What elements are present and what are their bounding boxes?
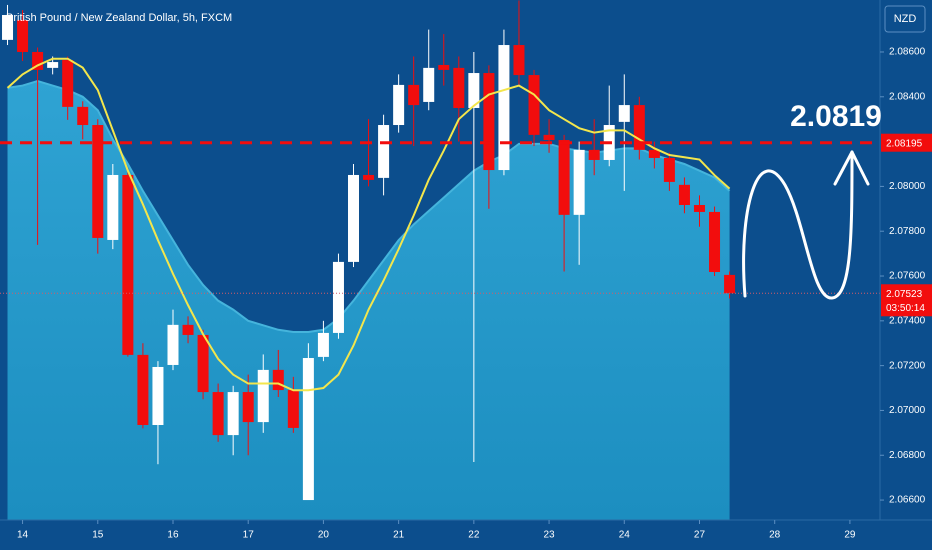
chart-title: British Pound / New Zealand Dollar, 5h, … [6,12,232,24]
candle-body [453,67,465,108]
candle-body [242,392,254,423]
candle-body [32,51,44,70]
candle-body [543,134,555,141]
candle-body [348,174,360,262]
candle-body [618,105,630,122]
candle-body [77,106,89,126]
candle-body [317,332,329,357]
candle-body [197,334,209,393]
annotation: 2.0819 [790,100,882,133]
candle-body [287,390,299,428]
currency-button[interactable] [884,5,926,33]
candle-body [107,174,119,240]
x-tick-label: 28 [769,530,781,541]
candle-body [498,45,510,171]
level-label: 2.08195 [886,138,923,149]
last-price-box [881,284,932,317]
plot-area [0,0,880,521]
x-tick-label: 27 [694,530,706,541]
candle-body [182,324,194,335]
candle-body [393,84,405,126]
x-tick-label: 22 [468,530,480,541]
candle-body [724,274,736,294]
candle-body [302,358,314,501]
candle-body [528,75,540,135]
countdown-label: 03:50:14 [886,303,925,314]
y-tick-label: 2.07200 [889,360,926,371]
band-area [7,81,730,521]
y-tick-label: 2.06600 [889,495,926,506]
candle-body [167,324,179,365]
candle-body [408,84,420,106]
candle-body [573,149,585,215]
candle-body [513,45,525,76]
candle-body [648,149,660,158]
candle-body [137,354,149,426]
candle-body [47,62,59,68]
moving-average [6,57,731,392]
candle-body [227,392,239,436]
hand-drawn-arrow [742,150,854,300]
candle-body [468,73,480,108]
candle-body [92,125,104,238]
arrow-head [833,150,870,186]
y-tick-label: 2.08600 [889,47,926,58]
candle-body [588,149,600,160]
candle-body [2,15,14,40]
y-tick-label: 2.06800 [889,450,926,461]
level-label-box [881,133,932,152]
candle-body [363,174,375,180]
x-tick-label: 15 [92,530,104,541]
candle-body [122,174,134,355]
y-tick-label: 2.08400 [889,91,926,102]
candle-body [62,60,74,107]
candle-body [212,392,224,436]
x-tick-label: 29 [844,530,856,541]
candle-body [693,204,705,212]
y-tick-label: 2.07000 [889,405,926,416]
candle-body [152,366,164,426]
candle-body [709,211,721,272]
x-tick-label: 17 [243,530,255,541]
x-tick-label: 20 [318,530,330,541]
x-tick-label: 14 [17,530,29,541]
candle-body [633,105,645,150]
candle-body [257,369,269,423]
candle-body [558,140,570,215]
axes: 2.06600 2.06800 2.07000 2.07200 2.07400 2.076… [17,47,932,541]
x-tick-label: 16 [167,530,179,541]
candle-body [438,64,450,70]
candle-body [423,67,435,102]
x-tick-label: 21 [393,530,405,541]
candle-body [378,125,390,178]
candle-body [663,157,675,182]
y-tick-label: 2.07600 [889,271,926,282]
currency-label: NZD [894,13,917,25]
last-price-label: 2.07523 [886,289,923,300]
candle-body [272,369,284,391]
candle-body [17,19,29,52]
y-tick-label: 2.07800 [889,226,926,237]
y-tick-label: 2.07400 [889,315,926,326]
candle-body [332,261,344,333]
candle-body [483,73,495,171]
x-tick-label: 23 [543,530,555,541]
x-tick-label: 24 [619,530,631,541]
y-tick-label: 2.08000 [889,181,926,192]
candle-body [678,184,690,205]
